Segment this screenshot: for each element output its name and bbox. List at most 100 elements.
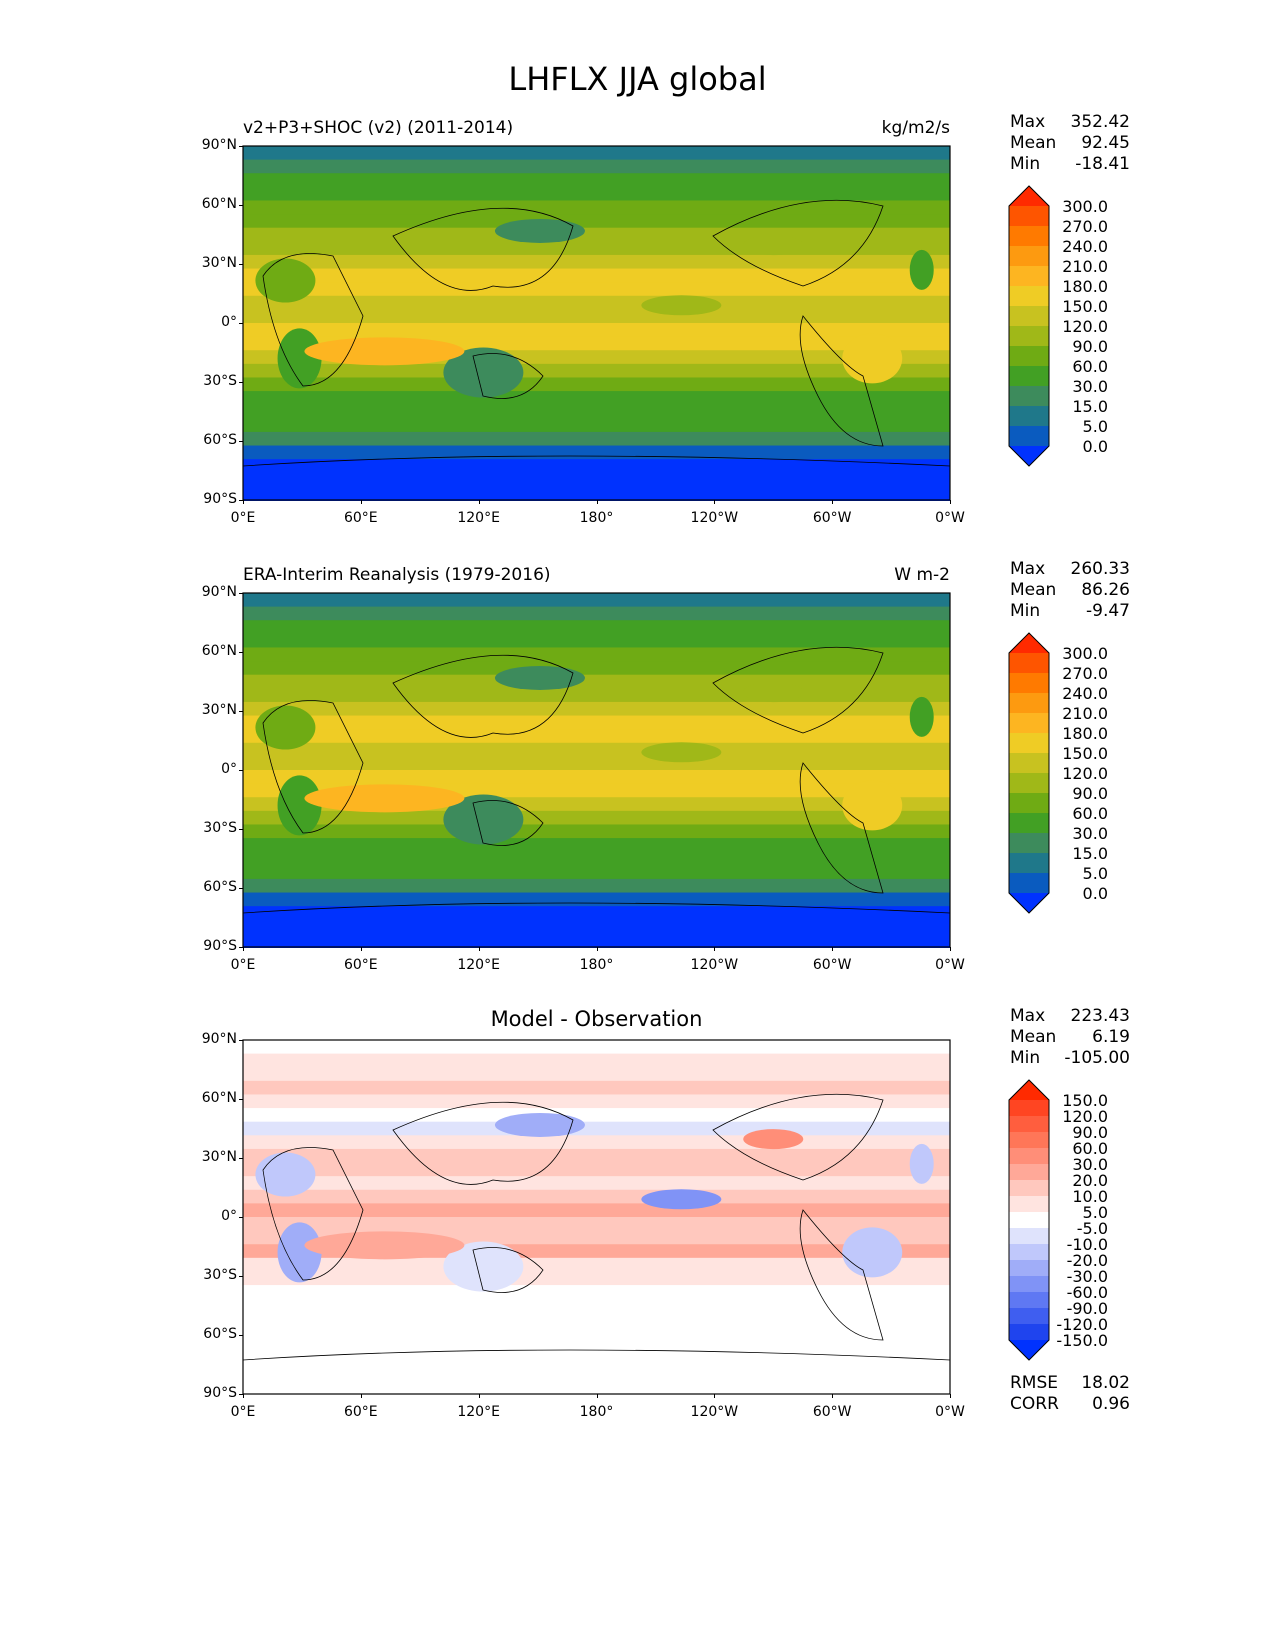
map-field-region — [304, 784, 465, 813]
tick-mark — [714, 500, 716, 504]
map-field-region — [842, 333, 903, 384]
map-field-region — [641, 295, 722, 316]
tick-mark — [243, 1394, 244, 1398]
map-zonal-band — [243, 633, 950, 649]
colorbar-bin — [1009, 1324, 1049, 1341]
colorbar-tick-label: 120.0 — [1062, 317, 1108, 336]
map-zonal-band — [243, 906, 950, 921]
tick-mark — [239, 1276, 243, 1277]
map-zonal-band — [243, 838, 950, 853]
lon-tick-label: 60°E — [343, 510, 378, 526]
colorbar-bin — [1009, 793, 1049, 814]
colorbar-extend-min — [1009, 446, 1049, 466]
coastline — [472, 1247, 544, 1293]
colorbar-bin — [1009, 693, 1049, 714]
lon-tick-label: 0°W — [935, 1404, 965, 1420]
map-zonal-band — [243, 742, 950, 758]
tick-mark — [243, 947, 244, 951]
colorbar-bin — [1009, 1212, 1049, 1229]
map-zonal-band — [243, 418, 950, 433]
map-field-region — [743, 1129, 804, 1150]
tick-mark — [239, 593, 243, 594]
map-field-region — [443, 347, 524, 398]
lon-tick-label: 120°E — [457, 1404, 500, 1420]
colorbar-tick-label: 15.0 — [1072, 397, 1108, 416]
tick-mark — [243, 500, 244, 504]
colorbar-tick-label: -5.0 — [1076, 1219, 1108, 1238]
lat-tick-label: 30°S — [203, 373, 237, 389]
colorbar-tick-label: 210.0 — [1062, 257, 1108, 276]
colorbar-outline — [1008, 185, 1050, 467]
colorbar-bin — [1009, 673, 1049, 694]
panel-units: kg/m2/s — [881, 118, 950, 138]
tick-mark — [950, 947, 951, 951]
colorbar-extend-min — [1009, 893, 1049, 913]
colorbar-bin — [1009, 813, 1049, 834]
colorbar-bin — [1009, 833, 1049, 854]
map-zonal-band — [243, 1339, 950, 1355]
lon-tick-label: 60°W — [812, 957, 852, 973]
map-zonal-band — [243, 770, 950, 785]
map-field-region — [743, 235, 804, 256]
lat-tick-label: 90°S — [203, 938, 237, 954]
colorbar-tick-label: 300.0 — [1062, 197, 1108, 216]
tick-mark — [239, 1158, 243, 1159]
colorbar-bin — [1009, 873, 1049, 894]
lon-tick-label: 120°W — [690, 1404, 739, 1420]
colorbar-tick-label: 0.0 — [1082, 884, 1108, 903]
coastline — [799, 315, 884, 447]
colorbar-bin — [1009, 1292, 1049, 1309]
tick-mark — [239, 652, 243, 653]
colorbar-tick-label: 0.0 — [1082, 437, 1108, 456]
colorbar-bin — [1009, 386, 1049, 407]
colorbar-bin — [1009, 1180, 1049, 1197]
coastline — [392, 1101, 574, 1185]
colorbar-tick-label: 120.0 — [1062, 1107, 1108, 1126]
map-zonal-band — [243, 363, 950, 379]
colorbar-bin — [1009, 366, 1049, 387]
map-zonal-band — [243, 620, 950, 635]
tick-mark — [596, 1394, 598, 1398]
map-zonal-band — [243, 309, 950, 324]
stat-value: 6.19 — [1092, 1027, 1130, 1047]
colorbar-bin — [1009, 1100, 1049, 1117]
tick-mark — [239, 382, 243, 383]
map-zonal-band — [243, 1135, 950, 1150]
colorbar-tick-label: 270.0 — [1062, 217, 1108, 236]
colorbar-bin — [1009, 286, 1049, 307]
lat-tick-label: 0° — [221, 314, 237, 330]
tick-mark — [239, 888, 243, 889]
colorbar-bin — [1009, 266, 1049, 287]
lat-tick-label: 90°N — [201, 584, 237, 600]
colorbar-bin — [1009, 226, 1049, 247]
map-zonal-band — [243, 146, 950, 161]
tick-mark — [239, 1217, 243, 1218]
colorbar-bin — [1009, 773, 1049, 794]
colorbar-tick-label: 180.0 — [1062, 277, 1108, 296]
map-zonal-band — [243, 1121, 950, 1137]
lon-tick-label: 0°W — [935, 957, 965, 973]
map-zonal-band — [243, 824, 950, 840]
map-field-region — [909, 249, 934, 290]
colorbar-outline — [1008, 1079, 1050, 1361]
map-field-region — [743, 682, 804, 703]
map-field-region — [304, 337, 465, 366]
lat-tick-label: 90°N — [201, 1031, 237, 1047]
map-zonal-band — [243, 851, 950, 867]
coastline — [799, 1209, 884, 1341]
tick-mark — [950, 500, 951, 504]
map-zonal-band — [243, 933, 950, 948]
map-zonal-band — [243, 756, 950, 771]
lon-tick-label: 0°W — [935, 510, 965, 526]
colorbar-tick-label: 5.0 — [1082, 864, 1108, 883]
colorbar-tick-label: 150.0 — [1062, 1091, 1108, 1110]
colorbar — [1008, 185, 1050, 467]
colorbar-tick-label: 210.0 — [1062, 704, 1108, 723]
stat-value: 352.42 — [1070, 112, 1130, 132]
colorbar-tick-label: 240.0 — [1062, 684, 1108, 703]
map-zonal-band — [243, 1312, 950, 1327]
map-zonal-band — [243, 1353, 950, 1368]
map-field-region — [255, 1152, 316, 1197]
map-field-region — [277, 328, 322, 389]
map-zonal-band — [243, 486, 950, 501]
